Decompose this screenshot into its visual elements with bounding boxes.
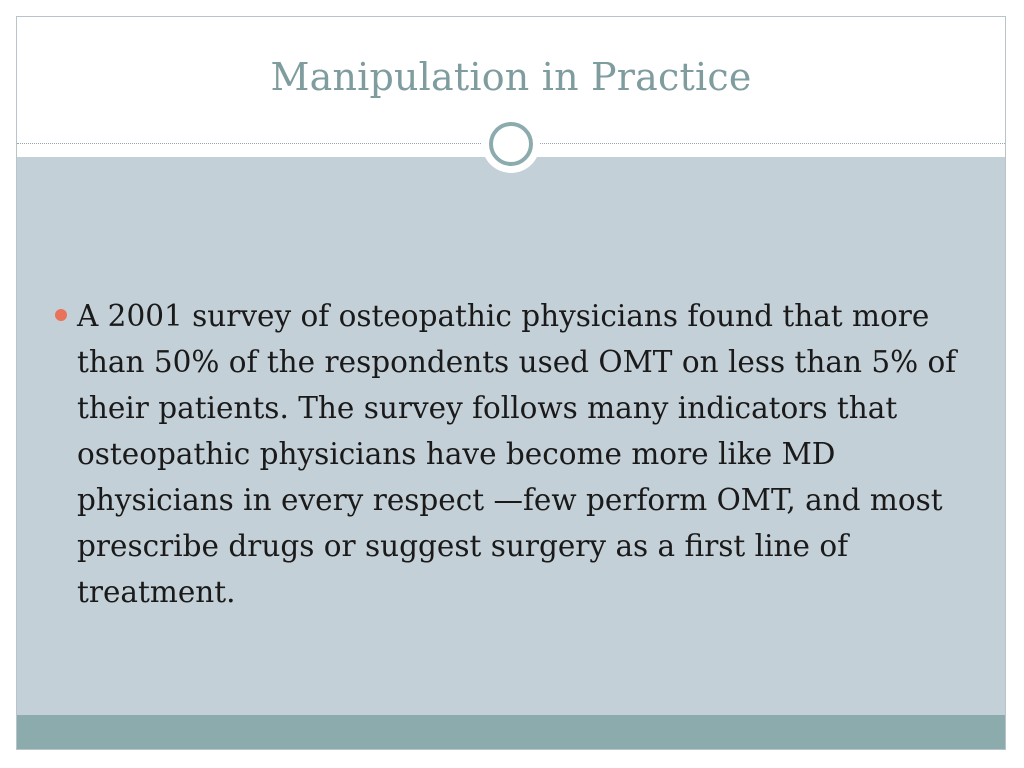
bullet-item: A 2001 survey of osteopathic physicians … [55,293,975,615]
footer-bar [17,715,1005,749]
slide-frame: Manipulation in Practice A 2001 survey o… [16,16,1006,750]
bullet-list: A 2001 survey of osteopathic physicians … [55,293,975,615]
content-area: A 2001 survey of osteopathic physicians … [17,157,1005,717]
bullet-text: A 2001 survey of osteopathic physicians … [77,299,957,609]
circle-ring-icon [489,122,533,166]
divider-circle-ornament [482,115,540,173]
slide-title: Manipulation in Practice [270,55,752,99]
bullet-dot-icon [55,309,67,321]
